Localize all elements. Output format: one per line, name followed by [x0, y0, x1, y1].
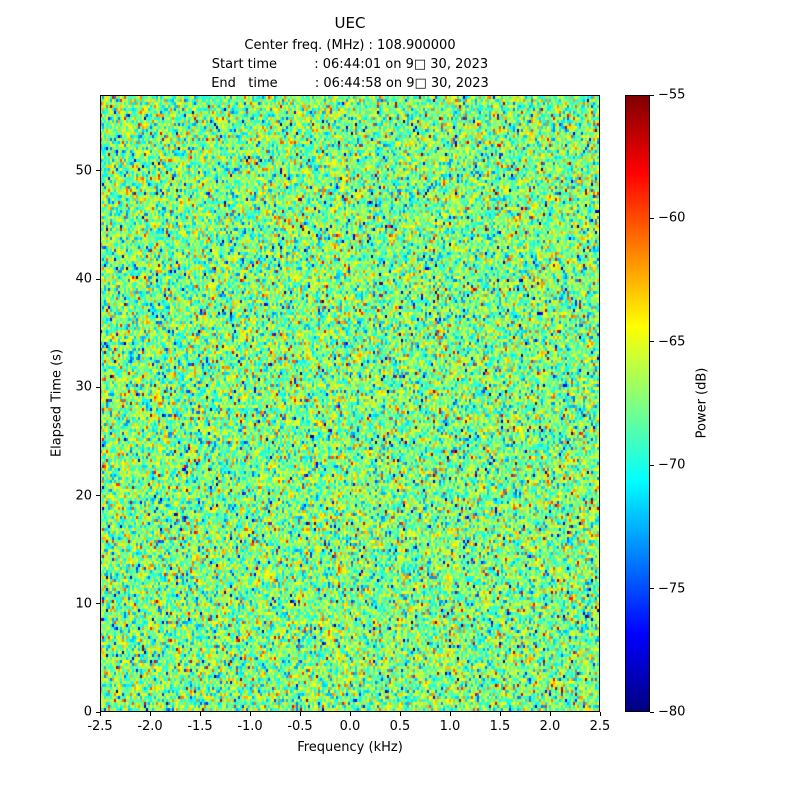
figure-header: UEC Center freq. (MHz) : 108.900000 Star…	[100, 13, 600, 93]
x-tick-mark	[399, 712, 401, 716]
colorbar-tick-label: −80	[658, 704, 686, 720]
x-tick-label: 0.0	[339, 719, 361, 734]
y-tick-label: 0	[83, 704, 92, 720]
center-freq-line: Center freq. (MHz) : 108.900000	[244, 38, 456, 53]
end-time-line: End time : 06:44:58 on 9□ 30, 2023	[211, 76, 489, 91]
spectrogram-canvas	[101, 96, 599, 711]
x-tick-label: -1.0	[237, 719, 263, 734]
x-tick-mark	[599, 712, 601, 716]
colorbar-tick-label: −60	[658, 210, 686, 226]
x-tick-label: 2.0	[539, 719, 561, 734]
y-axis-label: Elapsed Time (s)	[49, 348, 65, 458]
x-tick-mark	[99, 712, 101, 716]
x-tick-mark	[199, 712, 201, 716]
x-tick-mark	[549, 712, 551, 716]
colorbar-tick-label: −65	[658, 334, 686, 350]
x-tick-mark	[149, 712, 151, 716]
x-tick-label: 1.0	[439, 719, 461, 734]
y-tick-label: 50	[75, 163, 92, 179]
colorbar-tick-label: −75	[658, 581, 686, 597]
y-tick-mark	[96, 278, 100, 280]
x-tick-mark	[299, 712, 301, 716]
colorbar-tick-label: −55	[658, 87, 686, 103]
colorbar-tick-mark	[650, 711, 654, 713]
x-axis-label: Frequency (kHz)	[297, 740, 403, 755]
y-tick-label: 10	[75, 596, 92, 612]
y-tick-mark	[96, 386, 100, 388]
x-tick-mark	[349, 712, 351, 716]
colorbar-tick-mark	[650, 464, 654, 466]
colorbar-tick-mark	[650, 588, 654, 590]
start-time-line: Start time : 06:44:01 on 9□ 30, 2023	[211, 57, 489, 72]
figure-title: UEC	[334, 14, 366, 32]
colorbar-tick-mark	[650, 217, 654, 219]
x-tick-mark	[249, 712, 251, 716]
y-tick-mark	[96, 711, 100, 713]
x-tick-label: -2.0	[137, 719, 163, 734]
colorbar	[625, 95, 650, 712]
colorbar-tick-label: −70	[658, 457, 686, 473]
x-tick-label: -1.5	[187, 719, 213, 734]
y-tick-label: 40	[75, 271, 92, 287]
x-tick-label: 1.5	[489, 719, 511, 734]
spectrogram-plot	[100, 95, 600, 712]
x-tick-label: 0.5	[389, 719, 411, 734]
x-tick-label: -0.5	[287, 719, 313, 734]
y-tick-label: 30	[75, 379, 92, 395]
y-tick-mark	[96, 603, 100, 605]
y-tick-mark	[96, 495, 100, 496]
y-tick-label: 20	[75, 488, 92, 503]
colorbar-label: Power (dB)	[694, 367, 710, 439]
y-tick-mark	[96, 170, 100, 172]
x-tick-mark	[449, 712, 451, 716]
x-tick-mark	[499, 712, 501, 716]
x-tick-label: -2.5	[87, 719, 113, 734]
colorbar-tick-mark	[650, 94, 654, 96]
x-tick-label: 2.5	[589, 719, 611, 734]
colorbar-tick-mark	[650, 341, 654, 343]
